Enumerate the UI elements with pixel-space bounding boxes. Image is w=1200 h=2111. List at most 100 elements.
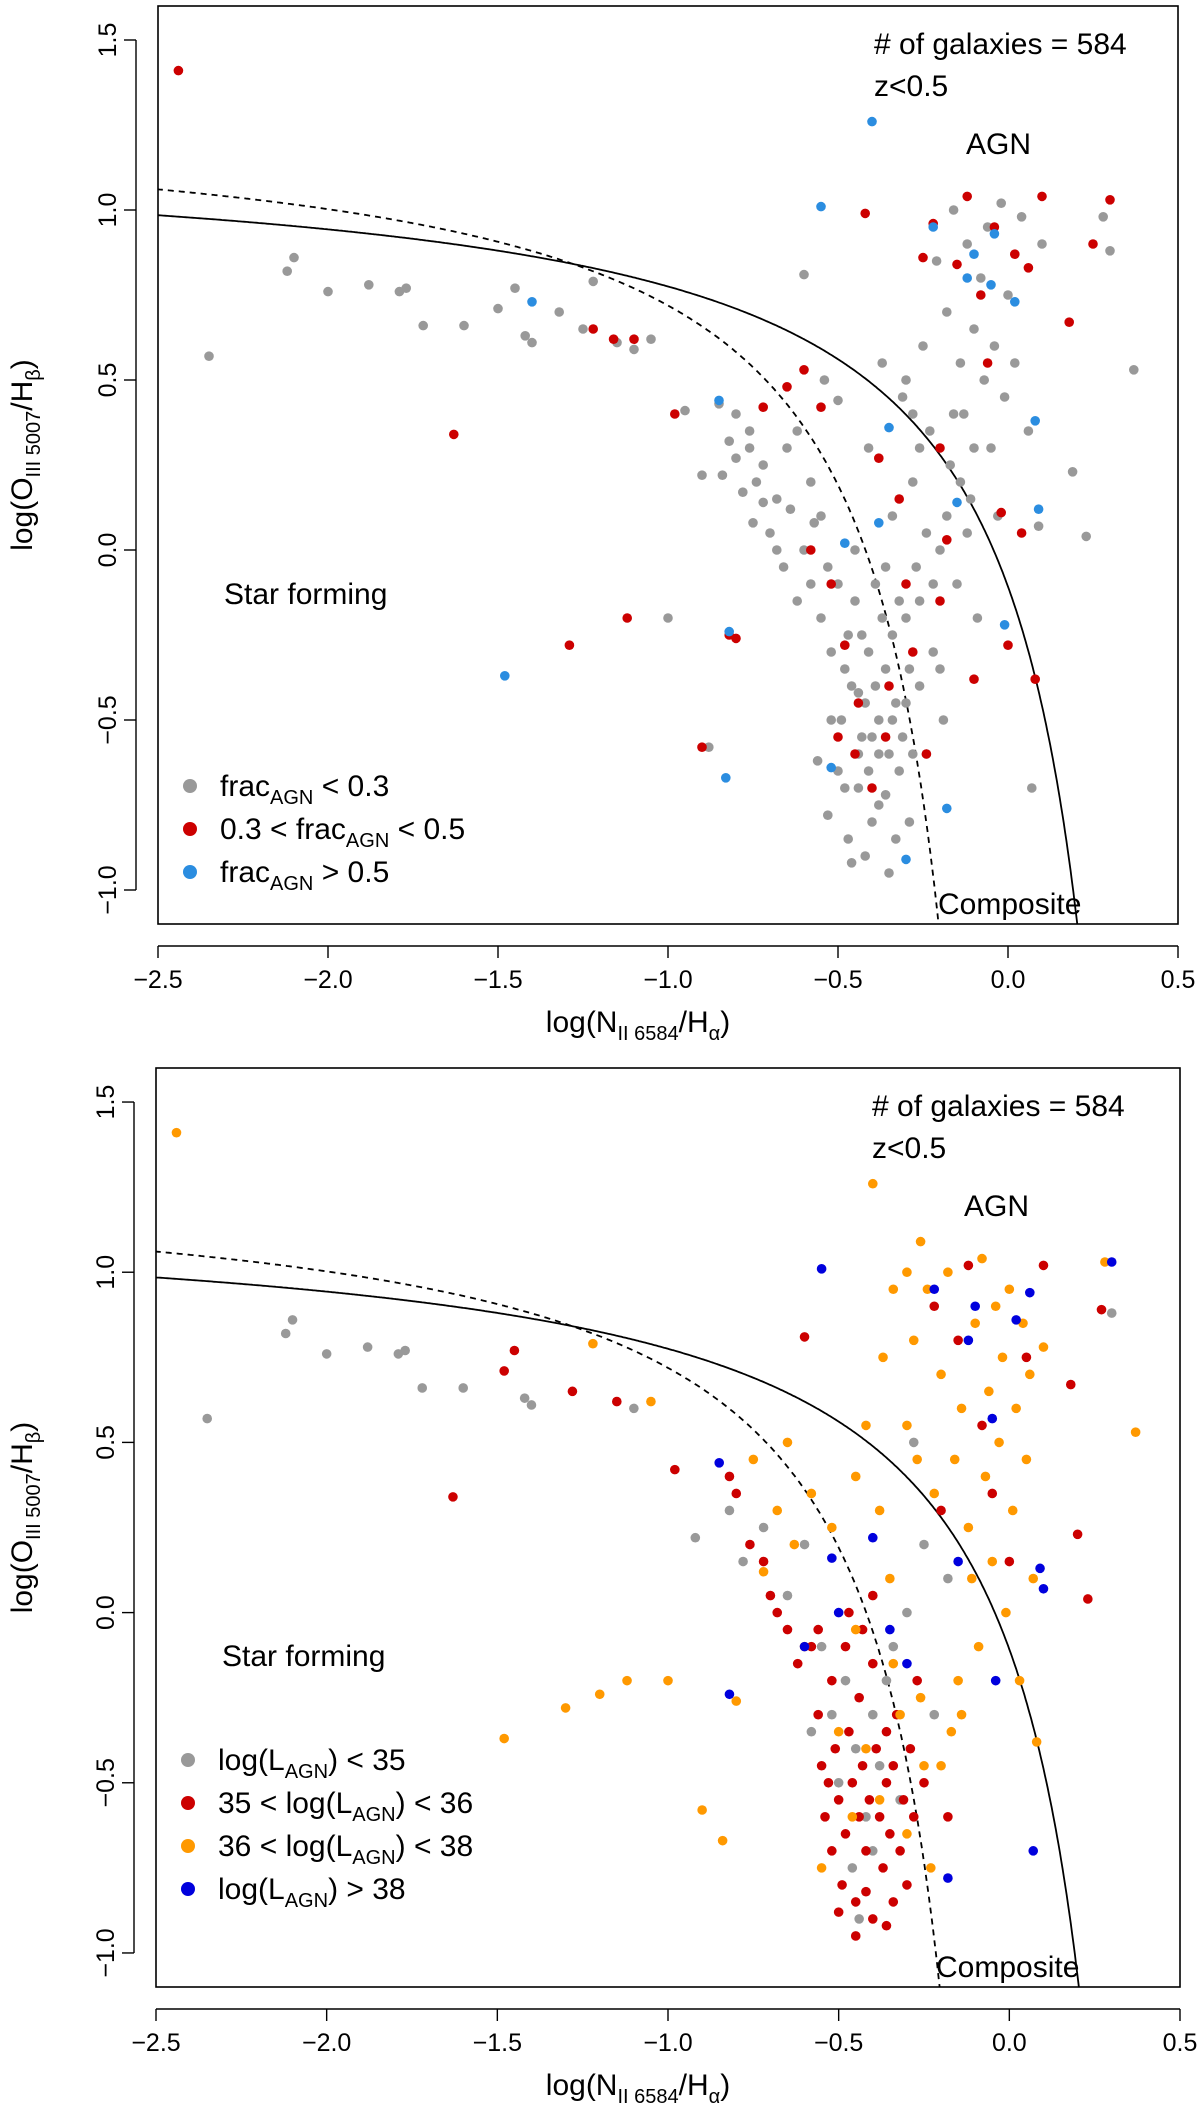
data-point-series-2 [861, 1846, 871, 1856]
kewley-line [156, 1276, 1080, 1987]
x-tick-label: −1.5 [473, 2029, 522, 2057]
y-tick-label: −0.5 [92, 1758, 120, 1807]
data-point-series-1 [979, 375, 989, 385]
data-point-series-1 [931, 256, 942, 266]
data-point-series-1 [704, 742, 714, 752]
data-point-series-1 [843, 834, 853, 844]
data-point-series-1 [697, 470, 707, 481]
data-point-series-1 [827, 1709, 837, 1720]
data-point-series-2 [830, 1743, 841, 1754]
x-tick-label: 0.5 [1161, 966, 1196, 994]
data-point-series-1 [928, 579, 938, 589]
data-point-series-1 [843, 630, 853, 640]
data-point-series-3 [1100, 1257, 1110, 1267]
data-point-series-2 [1038, 1260, 1049, 1271]
data-point-series-1 [972, 613, 983, 623]
data-point-series-2 [772, 1607, 783, 1618]
data-point-series-4 [1038, 1583, 1049, 1594]
data-point-series-2 [908, 647, 918, 657]
data-point-series-2 [731, 633, 741, 644]
data-point-series-1 [884, 749, 894, 759]
data-point-series-1 [887, 715, 898, 725]
data-point-series-2 [840, 1829, 851, 1839]
x-tick-label: −0.5 [814, 2029, 863, 2057]
data-point-series-4 [868, 1532, 878, 1543]
data-point-series-1 [812, 756, 823, 766]
data-point-series-3 [1038, 1342, 1049, 1352]
data-point-series-1 [887, 630, 898, 640]
data-point-series-1 [874, 800, 884, 810]
data-point-series-1 [663, 613, 673, 623]
data-point-series-3 [1025, 1369, 1035, 1380]
curves [158, 188, 1079, 924]
data-point-series-1 [942, 511, 952, 521]
y-tick-label: 1.0 [92, 1255, 120, 1290]
data-point-series-2 [813, 1709, 823, 1720]
data-point-series-1 [1016, 212, 1027, 222]
data-point-series-1 [758, 1522, 769, 1533]
data-point-series-1 [782, 1590, 793, 1601]
data-point-series-2 [918, 252, 928, 263]
data-point-series-2 [1072, 1529, 1083, 1540]
data-point-series-3 [874, 1794, 885, 1805]
legend: fracAGN < 0.3 0.3 < fracAGN < 0.5 fracAGN … [183, 770, 465, 895]
x-tick-label: −2.5 [131, 2029, 180, 2057]
data-point-series-1 [976, 273, 986, 283]
data-point-series-3 [874, 518, 884, 528]
data-point-series-3 [806, 1488, 817, 1499]
data-point-series-1 [772, 545, 782, 555]
data-point-series-2 [1105, 195, 1115, 205]
data-point-series-1 [853, 688, 864, 698]
data-point-series-4 [885, 1624, 895, 1635]
agn-label: AGN [964, 1190, 1029, 1223]
data-point-series-2 [905, 1743, 916, 1754]
data-point-series-2 [989, 222, 1000, 232]
data-point-series-2 [827, 1675, 837, 1686]
data-point-series-1 [891, 834, 901, 844]
data-point-series-1 [280, 1328, 291, 1339]
x-tick-label: −1.5 [473, 966, 522, 994]
data-point-series-3 [833, 1726, 844, 1737]
data-point-series-1 [680, 405, 690, 416]
data-point-series-2 [782, 1624, 793, 1635]
data-point-series-1 [724, 1505, 735, 1516]
data-point-series-2 [724, 1471, 735, 1482]
data-point-series-3 [500, 671, 510, 681]
data-point-series-1 [846, 858, 857, 868]
data-point-series-1 [897, 392, 908, 402]
data-point-series-1 [799, 545, 809, 555]
data-point-series-2 [867, 783, 877, 793]
data-point-series-2 [1096, 1304, 1107, 1315]
data-points [173, 65, 1139, 878]
data-point-series-1 [554, 307, 564, 317]
data-point-series-4 [943, 1873, 953, 1883]
data-point-series-2 [854, 1692, 864, 1703]
data-point-series-1 [833, 395, 843, 406]
data-point-series-1 [867, 817, 877, 827]
data-point-series-2 [782, 382, 792, 392]
data-point-series-1 [690, 1532, 701, 1543]
legend-label: fracAGN > 0.5 [220, 856, 389, 895]
data-point-series-1 [901, 698, 911, 708]
data-point-series-3 [1004, 1284, 1015, 1295]
data-point-series-1 [1067, 467, 1078, 477]
plot-frame [157, 5, 1179, 925]
data-point-series-2 [1021, 1352, 1032, 1363]
data-point-series-2 [1065, 1379, 1076, 1390]
data-point-series-1 [724, 436, 734, 447]
data-point-series-3 [986, 280, 996, 290]
data-point-series-1 [897, 732, 908, 742]
data-point-series-3 [840, 538, 850, 548]
data-point-series-2 [850, 1897, 861, 1907]
legend-marker [181, 1796, 195, 1810]
data-point-series-2 [844, 1607, 854, 1618]
data-point-series-3 [946, 1726, 957, 1737]
data-point-series-1 [986, 443, 996, 453]
data-point-series-1 [323, 286, 333, 297]
data-point-series-2 [894, 494, 904, 504]
data-point-series-1 [806, 579, 816, 589]
data-point-series-2 [1037, 191, 1047, 202]
data-point-series-2 [792, 1658, 803, 1669]
data-point-series-3 [908, 1335, 919, 1346]
